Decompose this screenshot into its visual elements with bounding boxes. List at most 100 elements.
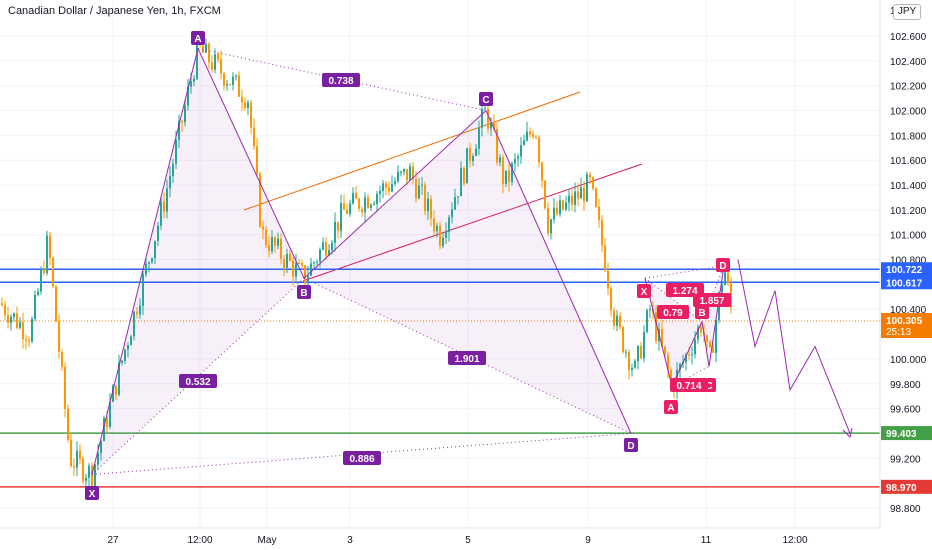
candle-body bbox=[214, 54, 216, 70]
candle-body bbox=[544, 180, 546, 209]
candle-body bbox=[373, 203, 375, 205]
candle-body bbox=[103, 418, 105, 442]
candle-body bbox=[721, 284, 723, 293]
candle-body bbox=[520, 145, 522, 157]
time-axis-bg bbox=[0, 528, 932, 550]
candle-body bbox=[61, 352, 63, 367]
level-badge-2 bbox=[881, 426, 932, 441]
candle-body bbox=[481, 109, 483, 128]
candle-body bbox=[43, 269, 45, 274]
candle-body bbox=[223, 73, 225, 86]
candle-body bbox=[397, 171, 399, 182]
candle-body bbox=[616, 315, 618, 326]
candle-body bbox=[301, 263, 303, 266]
channel-lower-line[interactable] bbox=[302, 163, 643, 282]
candle-body bbox=[313, 262, 315, 264]
candle-body bbox=[370, 204, 372, 208]
candle-body bbox=[169, 176, 171, 189]
candle-body bbox=[577, 191, 579, 199]
price-tick-label: 101.800 bbox=[890, 131, 927, 142]
candle-body bbox=[367, 197, 369, 208]
chart-title: Canadian Dollar / Japanese Yen, 1h, FXCM bbox=[8, 5, 221, 17]
candle-body bbox=[547, 208, 549, 234]
candle-body bbox=[139, 305, 141, 315]
candle-body bbox=[325, 242, 327, 256]
time-tick-label: 11 bbox=[701, 535, 712, 546]
channel-upper-line[interactable] bbox=[243, 91, 581, 211]
leg-bc-small bbox=[701, 321, 710, 367]
candle-body bbox=[472, 156, 474, 162]
point-label-a-small: A bbox=[667, 403, 674, 414]
candle-body bbox=[511, 163, 513, 182]
ratio-label-xb-small: 0.79 bbox=[663, 308, 683, 319]
point-label-x-small: X bbox=[641, 287, 648, 298]
candle-body bbox=[655, 312, 657, 342]
candle-body bbox=[391, 184, 393, 192]
candle-body bbox=[106, 418, 108, 427]
candle-body bbox=[304, 265, 306, 284]
candle-body bbox=[205, 43, 207, 53]
candle-body bbox=[100, 441, 102, 453]
candle-body bbox=[163, 201, 165, 212]
candle-body bbox=[346, 209, 348, 214]
candle-body bbox=[637, 346, 639, 362]
fill-bcd bbox=[304, 110, 631, 434]
candle-body bbox=[667, 354, 669, 371]
candle-body bbox=[340, 203, 342, 231]
candle-body bbox=[412, 166, 414, 179]
candle-body bbox=[433, 218, 435, 232]
candle-body bbox=[358, 198, 360, 209]
candle-body bbox=[226, 84, 228, 86]
projection-path bbox=[737, 259, 851, 434]
candle-body bbox=[706, 335, 708, 342]
candle-body bbox=[442, 237, 444, 246]
candle-body bbox=[145, 263, 147, 275]
candle-body bbox=[235, 75, 237, 77]
candle-body bbox=[256, 146, 258, 174]
candle-body bbox=[328, 250, 330, 256]
price-tick-label: 102.400 bbox=[890, 57, 927, 68]
candle-body bbox=[490, 123, 492, 129]
candle-body bbox=[112, 385, 114, 402]
candle-body bbox=[598, 206, 600, 221]
time-tick-label: 3 bbox=[347, 535, 353, 546]
candle-body bbox=[403, 169, 405, 172]
price-tick-label: 98.800 bbox=[890, 504, 921, 515]
grid bbox=[0, 0, 880, 528]
candle-body bbox=[697, 326, 699, 340]
candle-body bbox=[613, 310, 615, 326]
candle-body bbox=[601, 220, 603, 246]
candle-body bbox=[40, 269, 42, 292]
candle-body bbox=[496, 129, 498, 163]
time-tick-label: 12:00 bbox=[187, 535, 212, 546]
ratio-label-ac-bg bbox=[322, 73, 360, 87]
candle-body bbox=[352, 193, 354, 204]
point-label-a-bg bbox=[191, 31, 205, 45]
countdown-label: 25:13 bbox=[886, 327, 911, 338]
level-badge-3 bbox=[881, 479, 932, 494]
candle-body bbox=[571, 195, 573, 205]
pattern-labels: X A B C D 0.532 0.738 1.901 0.886 X A B C D 0.79 0.714 1… bbox=[85, 31, 731, 500]
ratio-label-xb: 0.532 bbox=[185, 377, 210, 388]
candle-body bbox=[622, 326, 624, 352]
currency-badge[interactable]: JPY bbox=[893, 4, 921, 20]
candle-body bbox=[82, 458, 84, 481]
candle-body bbox=[58, 321, 60, 353]
candle-body bbox=[469, 148, 471, 162]
point-label-d-bg bbox=[624, 438, 638, 452]
candle-body bbox=[274, 237, 276, 246]
candle-body bbox=[184, 105, 186, 123]
price-tick-label: 99.600 bbox=[890, 405, 921, 416]
candle-body bbox=[679, 363, 681, 370]
candle-body bbox=[55, 286, 57, 322]
candle-body bbox=[355, 193, 357, 199]
price-tick-label: 99.200 bbox=[890, 454, 921, 465]
trend-channel bbox=[243, 91, 643, 282]
level-badge-label-0: 100.722 bbox=[886, 265, 923, 276]
candle-body bbox=[478, 127, 480, 149]
ratio-label-bd: 1.901 bbox=[454, 354, 479, 365]
candle-body bbox=[532, 134, 534, 137]
candle-body bbox=[130, 336, 132, 346]
candle-body bbox=[562, 200, 564, 210]
